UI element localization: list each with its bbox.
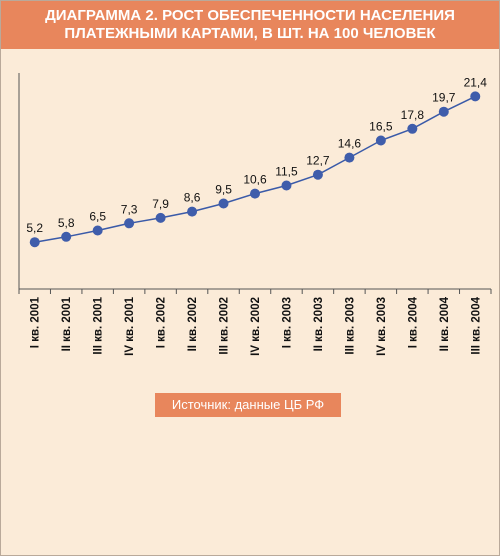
data-point bbox=[124, 218, 135, 229]
x-tick-label: I кв. 2001 bbox=[30, 296, 42, 348]
data-point bbox=[187, 206, 198, 217]
data-label: 7,9 bbox=[152, 197, 169, 211]
data-label: 16,5 bbox=[369, 120, 393, 134]
data-point bbox=[375, 135, 386, 146]
data-point bbox=[155, 212, 166, 223]
data-point bbox=[281, 180, 292, 191]
data-label: 6,5 bbox=[89, 210, 106, 224]
x-tick-label: I кв. 2002 bbox=[156, 297, 168, 348]
x-tick-label: III кв. 2004 bbox=[470, 296, 482, 354]
x-tick-label: I кв. 2004 bbox=[407, 296, 419, 348]
x-tick-label: II кв. 2003 bbox=[313, 297, 325, 351]
data-label: 11,5 bbox=[275, 165, 298, 179]
source-note: Источник: данные ЦБ РФ bbox=[155, 393, 341, 417]
data-point bbox=[61, 231, 72, 242]
data-point bbox=[438, 106, 449, 117]
data-points bbox=[29, 91, 481, 248]
data-labels: 5,2 5,8 6,5 7,3 7,9 8,6 9,5 10,6 11,5 12,7 14,6 16,… bbox=[26, 75, 487, 235]
data-point bbox=[92, 225, 103, 236]
data-label: 5,8 bbox=[58, 216, 75, 230]
data-label: 21,4 bbox=[464, 75, 488, 89]
chart-title-line-2: ПЛАТЕЖНЫМИ КАРТАМИ, В ШТ. НА 100 ЧЕЛОВЕК bbox=[64, 25, 436, 42]
x-tick-label: III кв. 2001 bbox=[93, 296, 105, 354]
data-label: 17,8 bbox=[401, 108, 425, 122]
data-point bbox=[344, 152, 355, 163]
data-label: 9,5 bbox=[215, 183, 232, 197]
data-label: 10,6 bbox=[243, 173, 267, 187]
x-tick-label: II кв. 2004 bbox=[439, 296, 451, 351]
data-label: 12,7 bbox=[306, 154, 330, 168]
x-tick-label: II кв. 2001 bbox=[61, 296, 73, 351]
x-axis-ticks bbox=[18, 289, 492, 294]
data-point bbox=[312, 169, 323, 180]
data-point bbox=[407, 123, 418, 134]
x-tick-label: III кв. 2003 bbox=[344, 297, 356, 355]
x-tick-label: IV кв. 2003 bbox=[376, 297, 388, 356]
data-point bbox=[29, 237, 40, 248]
data-label: 5,2 bbox=[26, 221, 43, 235]
x-tick-label: III кв. 2002 bbox=[219, 297, 231, 355]
data-label: 8,6 bbox=[184, 191, 201, 205]
data-point bbox=[470, 91, 481, 102]
data-label: 14,6 bbox=[338, 137, 362, 151]
x-tick-label: IV кв. 2002 bbox=[250, 297, 262, 356]
data-label: 7,3 bbox=[121, 202, 138, 216]
chart-title: ДИАГРАММА 2. РОСТ ОБЕСПЕЧЕННОСТИ НАСЕЛЕН… bbox=[1, 1, 499, 49]
data-point bbox=[218, 198, 229, 209]
data-point bbox=[250, 188, 260, 199]
x-tick-label: I кв. 2003 bbox=[281, 297, 293, 348]
x-tick-label: IV кв. 2001 bbox=[124, 296, 136, 355]
data-label: 19,7 bbox=[432, 91, 456, 105]
chart-title-line-1: ДИАГРАММА 2. РОСТ ОБЕСПЕЧЕННОСТИ НАСЕЛЕН… bbox=[45, 7, 455, 24]
x-axis-tick-labels: I кв. 2001 II кв. 2001 III кв. 2001 IV кв. … bbox=[30, 296, 483, 355]
x-tick-label: II кв. 2002 bbox=[187, 297, 199, 351]
